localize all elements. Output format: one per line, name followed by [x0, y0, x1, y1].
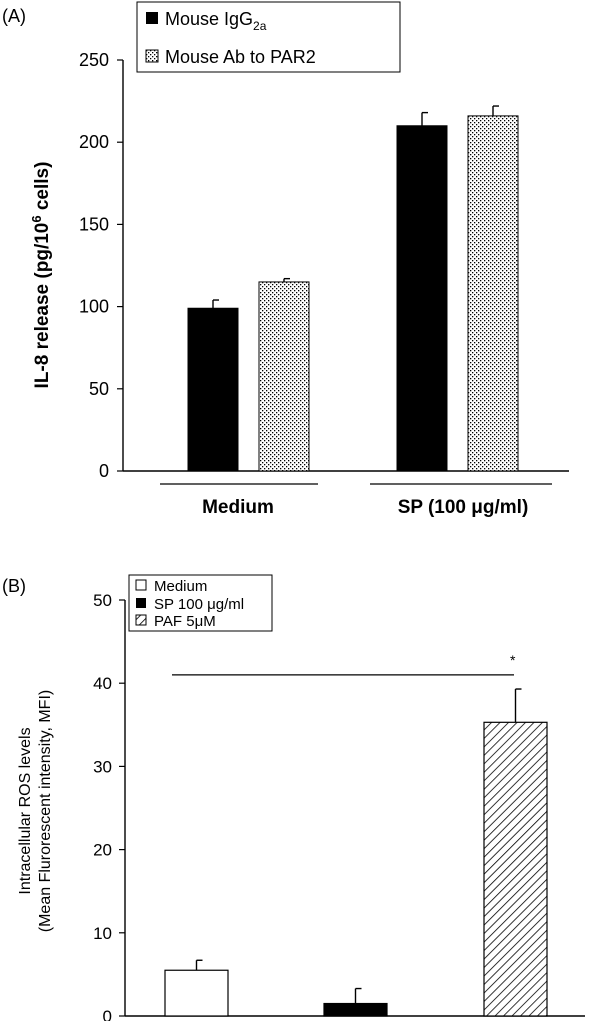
significance-asterisk: *	[510, 652, 516, 668]
y-tick-label-b-0: 0	[103, 1007, 112, 1021]
y-tick-label-a-100: 100	[79, 297, 109, 317]
legend-a-swatch-par2	[145, 49, 159, 63]
bar-b-paf	[483, 721, 548, 1017]
bar-b-sp	[323, 1002, 388, 1017]
legend-b-label-sp: SP 100 μg/ml	[154, 596, 244, 613]
y-tick-label-b-40: 40	[93, 674, 112, 693]
y-tick-label-a-0: 0	[99, 461, 109, 481]
bar-a-sp-igg	[396, 125, 448, 472]
bar-a-sp-par2	[467, 115, 519, 472]
legend-b-swatch-sp	[136, 598, 146, 608]
y-axis-label-a: IL-8 release (pg/106 cells)	[29, 162, 53, 389]
panel-a-label: (A)	[2, 6, 26, 26]
y-tick-label-a-50: 50	[89, 379, 109, 399]
panel-b-label: (B)	[2, 576, 26, 596]
panel-b: (B) Medium SP 100 μg/ml PAF 5μM Intracel…	[2, 574, 585, 1021]
bar-a-medium-par2	[258, 281, 310, 472]
legend-a-label-igg: Mouse IgG2a	[165, 9, 267, 33]
panel-a: (A) Mouse IgG2a Mouse Ab to PAR2 IL-8 re…	[2, 1, 569, 518]
bar-b-medium	[164, 969, 229, 1017]
y-axis-label-b-line1: Intracellular ROS levels	[17, 727, 34, 894]
category-label-medium: Medium	[202, 497, 274, 518]
y-tick-label-b-10: 10	[93, 924, 112, 943]
y-tick-label-a-150: 150	[79, 214, 109, 234]
y-tick-label-b-20: 20	[93, 841, 112, 860]
legend-a-swatch-igg	[146, 12, 158, 24]
legend-b-swatch-paf	[135, 614, 147, 626]
y-tick-label-a-250: 250	[79, 50, 109, 70]
legend-b-frame	[128, 574, 273, 632]
legend-a-label-par2: Mouse Ab to PAR2	[165, 47, 316, 67]
y-tick-label-b-30: 30	[93, 757, 112, 776]
y-axis-label-b-line2: (Mean Flurorescent intensity, MFI)	[37, 690, 54, 932]
y-tick-label-a-200: 200	[79, 132, 109, 152]
legend-b-label-paf: PAF 5μM	[154, 613, 216, 630]
y-tick-label-b-50: 50	[93, 591, 112, 610]
legend-a: Mouse IgG2a Mouse Ab to PAR2	[136, 1, 401, 73]
legend-b-label-medium: Medium	[154, 578, 207, 595]
legend-b-swatch-medium	[135, 579, 147, 591]
bar-a-medium-igg	[187, 307, 239, 472]
category-label-sp: SP (100 μg/ml)	[398, 497, 529, 518]
legend-b: Medium SP 100 μg/ml PAF 5μM	[128, 574, 273, 632]
legend-a-frame	[136, 1, 401, 73]
